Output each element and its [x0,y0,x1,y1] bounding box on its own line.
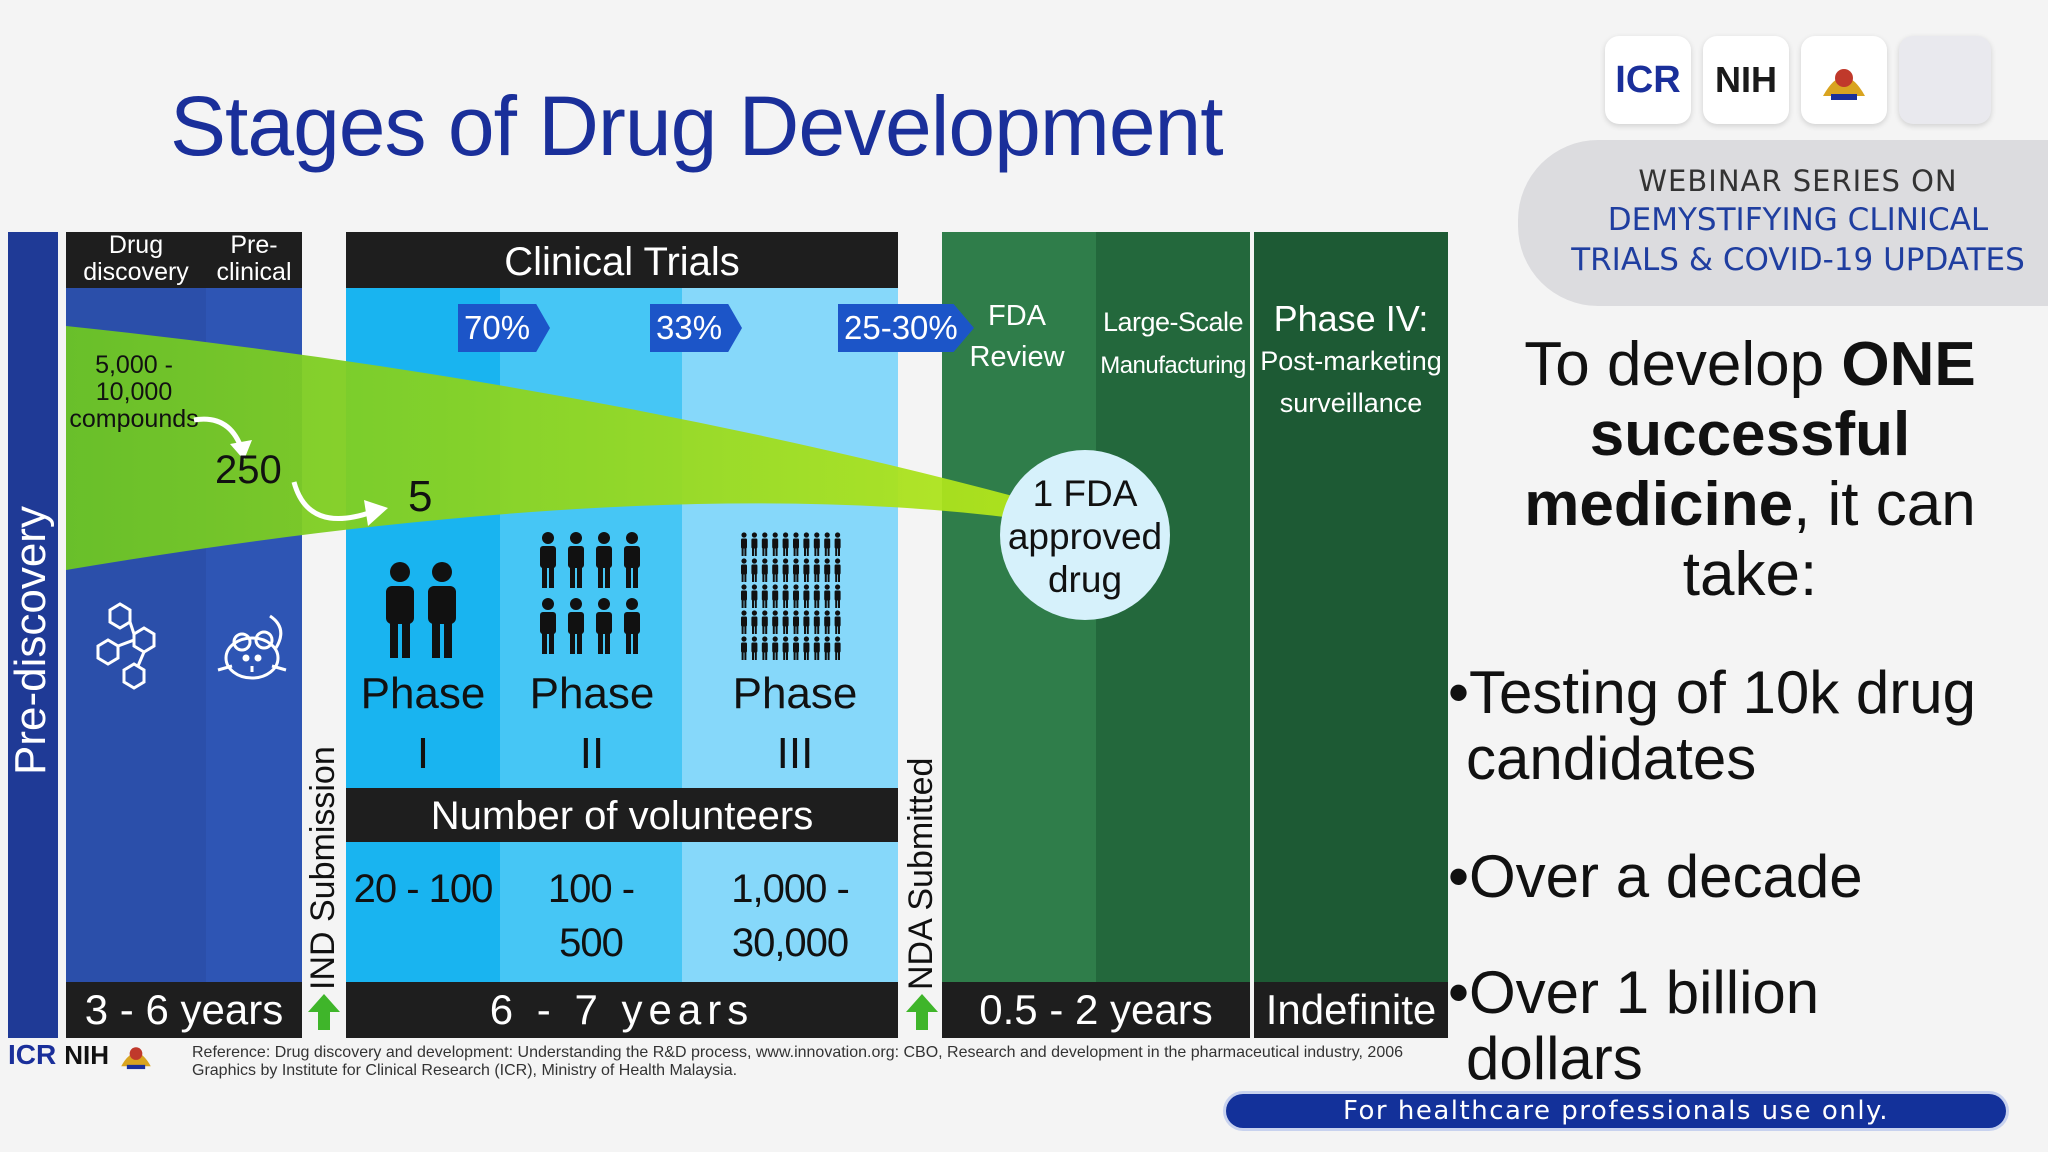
chevron-70: 70% [458,304,550,352]
bullet-decade: •Over a decade [1448,843,1863,910]
ind-up-arrow-icon [308,994,340,1030]
icr-small-logo: ICR [8,1039,57,1070]
count-250: 250 [215,448,282,492]
manufacturing-label: Large-Scale Manufacturing [1100,307,1246,379]
phase2-label: Phase II [529,669,655,778]
approved-drug-circle: 1 FDA approved drug [1000,450,1170,620]
footer-logos: ICR NIH [8,1038,155,1072]
moh-crest-logo [1801,36,1887,124]
phase3-label: Phase III [732,669,858,778]
clinical-trials-header: Clinical Trials [346,232,898,288]
phase2-volunteers: 100 -500 [547,867,635,965]
prediscovery-label: Pre-discovery [6,506,55,775]
page-title: Stages of Drug Development [170,79,1224,173]
icr-logo: ICR [1605,36,1691,124]
bullet-billion: •Over 1 billion dollars [1448,959,1820,1092]
curve-arrow-2-icon [291,481,388,526]
discovery-header [66,232,302,288]
bullet-testing: •Testing of 10k drug candidates [1448,659,1976,792]
footer-disclaimer: For healthcare professionals use only. [1226,1094,2006,1128]
side-statement: To develop ONE successful medicine, it c… [1524,330,1976,609]
phase1-label: Phase I [360,669,486,778]
fda-review-label: FDA Review [969,300,1065,373]
moh-crest-small-icon [121,1047,151,1070]
preclinical-label: Pre-clinical [216,231,292,286]
blank-logo-tile [1899,36,1991,124]
mouse-icon [217,614,287,680]
duration-phase4: Indefinite [1254,982,1448,1038]
chevron-33: 33% [650,304,742,352]
phase1-volunteers: 20 - 100 [353,867,494,911]
duration-review: 0.5 - 2 years [942,982,1250,1038]
chevron-25-30: 25-30% [838,304,974,352]
manufacturing-column [1096,232,1250,1038]
volunteers-header: Number of volunteers [346,788,898,842]
phase4-column [1254,232,1448,1038]
nih-logo: NIH [1703,36,1789,124]
duration-clinical: 6 - 7 years [346,982,898,1038]
drug-discovery-label: Drug discovery [83,231,189,286]
people-phase3-icon [741,532,841,660]
molecule-icon [96,602,156,690]
webinar-banner: WEBINAR SERIES ON DEMYSTIFYING CLINICAL … [1518,140,2048,306]
people-phase1-icon [386,562,456,658]
curve-arrow-1-icon [193,416,252,460]
header-logos: ICR NIH [1605,36,1991,124]
reference-text: Reference: Drug discovery and developmen… [192,1044,1404,1079]
phase3-volunteers: 1,000 -30,000 [731,867,850,965]
duration-pre: 3 - 6 years [66,982,302,1038]
ind-submission-label: IND Submission [304,746,342,990]
nda-up-arrow-icon [906,994,938,1030]
count-5: 5 [408,472,433,521]
compounds-label: 5,000 -10,000 compounds [69,351,199,433]
phase4-label: Phase IV: Post-marketing surveillance [1260,298,1442,418]
fda-review-column [942,232,1096,1038]
prediscovery-bar [8,232,58,1038]
people-phase2-icon [540,532,640,654]
phase1-column [346,232,500,982]
nih-small-logo: NIH [64,1039,110,1070]
phase3-column [682,232,898,982]
nda-submitted-label: NDA Submitted [902,757,940,990]
phase2-column [500,232,682,982]
